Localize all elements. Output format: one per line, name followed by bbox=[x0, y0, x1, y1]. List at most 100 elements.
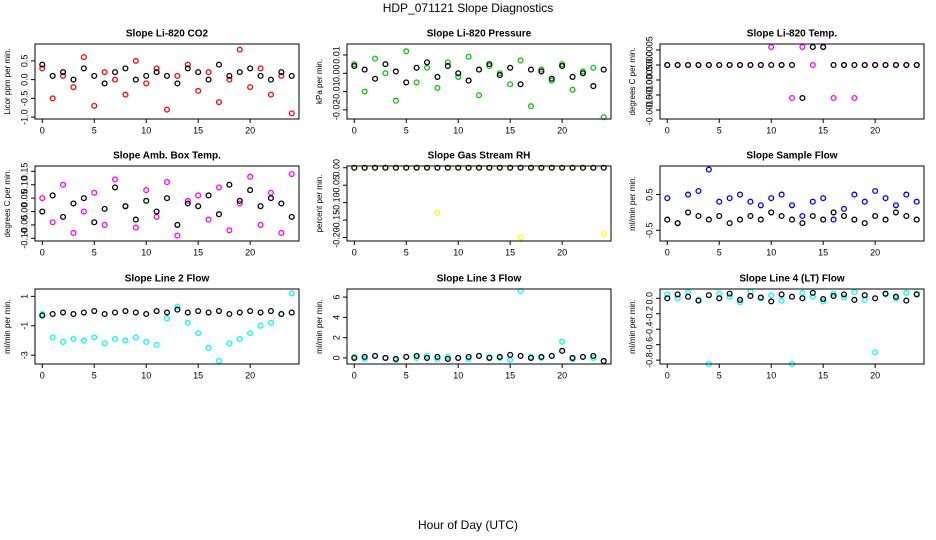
point bbox=[517, 164, 524, 171]
x-tick-label: 10 bbox=[453, 247, 463, 257]
point bbox=[903, 289, 910, 296]
x-tick-label: 0 bbox=[40, 125, 45, 135]
point bbox=[372, 55, 379, 62]
point bbox=[184, 309, 191, 316]
y-axis-label: kPa per min. bbox=[315, 59, 324, 104]
y-tick-label: 4 bbox=[331, 315, 341, 320]
point bbox=[778, 291, 785, 298]
point bbox=[664, 195, 671, 202]
point bbox=[403, 164, 410, 171]
point bbox=[830, 61, 837, 69]
point bbox=[132, 57, 139, 64]
point bbox=[143, 197, 150, 204]
y-tick-label: 0.00 bbox=[19, 203, 29, 221]
point bbox=[799, 220, 806, 227]
y-tick-label: 2 bbox=[331, 335, 341, 340]
point bbox=[664, 61, 671, 69]
point bbox=[444, 353, 451, 360]
point bbox=[91, 308, 98, 315]
point bbox=[80, 208, 87, 215]
point bbox=[288, 309, 295, 316]
y-tick-label: -0.0015 bbox=[644, 95, 654, 126]
panel-title: Slope Li-820 Temp. bbox=[747, 29, 838, 40]
point bbox=[778, 61, 785, 69]
point bbox=[913, 291, 920, 298]
point bbox=[736, 191, 744, 198]
plot-frame bbox=[346, 165, 612, 242]
point bbox=[267, 91, 274, 98]
point bbox=[267, 76, 274, 83]
y-tick-label: -1 bbox=[19, 322, 29, 330]
point bbox=[247, 173, 254, 180]
x-tick-label: 0 bbox=[40, 370, 45, 380]
point bbox=[548, 164, 555, 171]
point bbox=[80, 309, 87, 316]
point bbox=[70, 229, 77, 237]
point bbox=[726, 293, 733, 300]
point bbox=[39, 208, 46, 215]
x-tick-label: 20 bbox=[557, 125, 567, 135]
point bbox=[705, 292, 712, 299]
x-tick-label: 5 bbox=[404, 247, 409, 257]
y-tick-label: -0.10 bbox=[331, 192, 341, 213]
point bbox=[757, 294, 764, 301]
point bbox=[569, 354, 576, 361]
point bbox=[768, 298, 775, 305]
point bbox=[163, 72, 171, 79]
point bbox=[768, 43, 775, 51]
point bbox=[247, 84, 254, 91]
point bbox=[434, 355, 441, 362]
point bbox=[184, 319, 191, 326]
point bbox=[872, 212, 879, 220]
x-tick-label: 20 bbox=[557, 247, 567, 257]
point bbox=[382, 61, 389, 68]
point bbox=[101, 69, 108, 76]
y-tick-label: 0.0005 bbox=[644, 36, 654, 64]
x-tick-label: 15 bbox=[505, 247, 515, 257]
point bbox=[122, 308, 129, 315]
point bbox=[101, 310, 108, 318]
point bbox=[403, 353, 410, 360]
point bbox=[840, 291, 848, 298]
point bbox=[768, 292, 775, 299]
point bbox=[695, 61, 702, 69]
x-tick-label: 5 bbox=[92, 125, 97, 135]
point bbox=[257, 221, 264, 228]
point bbox=[111, 184, 119, 191]
x-tick-label: 20 bbox=[245, 370, 255, 380]
x-tick-label: 15 bbox=[193, 125, 203, 135]
point bbox=[788, 61, 796, 69]
point bbox=[423, 352, 431, 359]
y-tick-label: 0.0000 bbox=[644, 51, 654, 79]
point bbox=[716, 61, 723, 69]
x-tick-label: 20 bbox=[870, 247, 880, 257]
point bbox=[205, 216, 212, 223]
point bbox=[685, 209, 692, 216]
point bbox=[163, 106, 171, 113]
point bbox=[747, 212, 754, 220]
point bbox=[840, 294, 848, 301]
point bbox=[736, 61, 744, 69]
y-tick-label: -0.15 bbox=[331, 210, 341, 231]
point bbox=[184, 197, 191, 204]
point bbox=[851, 216, 858, 223]
point bbox=[236, 335, 243, 343]
point bbox=[569, 164, 576, 171]
point bbox=[70, 84, 77, 91]
point bbox=[872, 295, 879, 302]
point bbox=[434, 210, 441, 217]
point bbox=[91, 334, 98, 341]
y-axis-label: degrees C per min. bbox=[3, 169, 12, 237]
point bbox=[101, 221, 108, 228]
point bbox=[267, 195, 274, 202]
point bbox=[507, 81, 514, 88]
point bbox=[517, 234, 524, 241]
point bbox=[132, 334, 139, 341]
point bbox=[382, 70, 389, 77]
point bbox=[132, 76, 139, 83]
y-tick-label: -0.6 bbox=[644, 337, 654, 353]
point bbox=[892, 293, 899, 300]
point bbox=[569, 73, 576, 80]
point bbox=[768, 209, 775, 216]
